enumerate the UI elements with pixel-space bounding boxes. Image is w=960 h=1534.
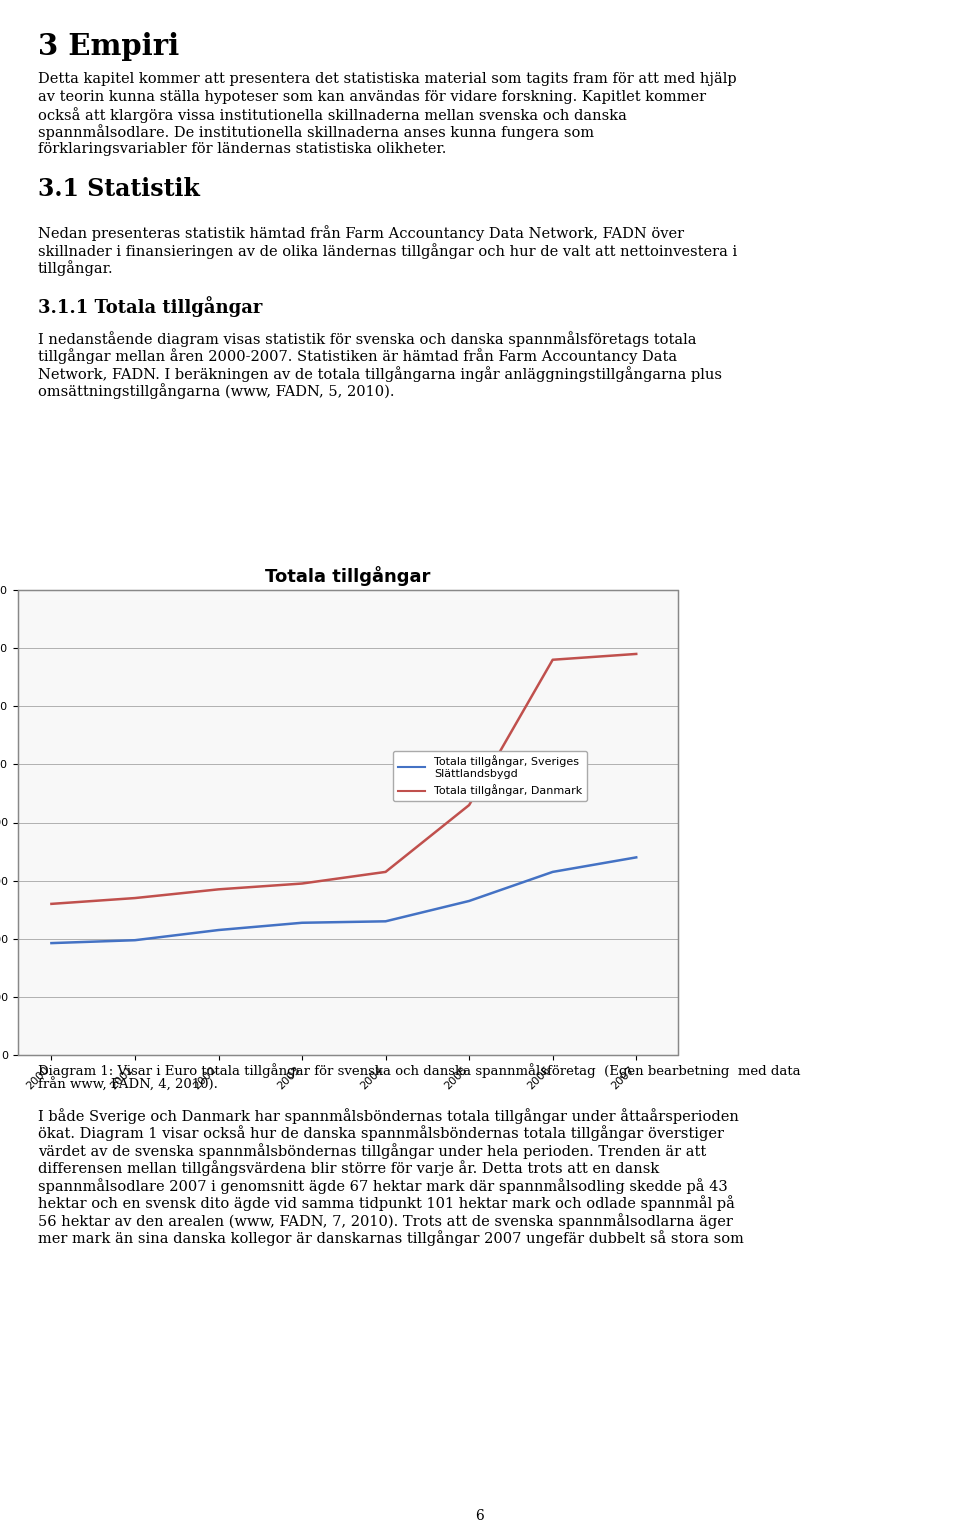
Text: ökat. Diagram 1 visar också hur de danska spannmålsböndernas totala tillgångar ö: ökat. Diagram 1 visar också hur de dansk… bbox=[38, 1126, 724, 1141]
Text: 3.1.1 Totala tillgångar: 3.1.1 Totala tillgångar bbox=[38, 296, 262, 318]
Text: I både Sverige och Danmark har spannmålsböndernas totala tillgångar under åttaår: I både Sverige och Danmark har spannmåls… bbox=[38, 1108, 739, 1124]
Text: Detta kapitel kommer att presentera det statistiska material som tagits fram för: Detta kapitel kommer att presentera det … bbox=[38, 72, 736, 86]
Text: tillgångar mellan åren 2000-2007. Statistiken är hämtad från Farm Accountancy Da: tillgångar mellan åren 2000-2007. Statis… bbox=[38, 348, 677, 365]
Text: Network, FADN. I beräkningen av de totala tillgångarna ingår anläggningstillgång: Network, FADN. I beräkningen av de total… bbox=[38, 367, 722, 382]
Text: Diagram 1: Visar i Euro totala tillgångar för svenska och danska spannmålsföreta: Diagram 1: Visar i Euro totala tillgånga… bbox=[38, 1063, 801, 1078]
Text: också att klargöra vissa institutionella skillnaderna mellan svenska och danska: också att klargöra vissa institutionella… bbox=[38, 107, 627, 123]
Text: omsättningstillgångarna (www, FADN, 5, 2010).: omsättningstillgångarna (www, FADN, 5, 2… bbox=[38, 384, 395, 399]
Title: Totala tillgångar: Totala tillgångar bbox=[265, 566, 431, 586]
Text: hektar och en svensk dito ägde vid samma tidpunkt 101 hektar mark och odlade spa: hektar och en svensk dito ägde vid samma… bbox=[38, 1195, 734, 1212]
Text: 6: 6 bbox=[475, 1509, 485, 1523]
Text: 3.1 Statistik: 3.1 Statistik bbox=[38, 178, 200, 201]
Text: från www, FADN, 4, 2010).: från www, FADN, 4, 2010). bbox=[38, 1078, 218, 1092]
Text: differensen mellan tillgångsvärdena blir större för varje år. Detta trots att en: differensen mellan tillgångsvärdena blir… bbox=[38, 1161, 660, 1177]
Text: I nedanstående diagram visas statistik för svenska och danska spannmålsföretags : I nedanstående diagram visas statistik f… bbox=[38, 331, 697, 347]
Text: spannmålsodlare 2007 i genomsnitt ägde 67 hektar mark där spannmålsodling skedde: spannmålsodlare 2007 i genomsnitt ägde 6… bbox=[38, 1178, 728, 1193]
Text: spannmålsodlare. De institutionella skillnaderna anses kunna fungera som: spannmålsodlare. De institutionella skil… bbox=[38, 124, 594, 141]
Legend: Totala tillgångar, Sveriges
Slättlandsbygd, Totala tillgångar, Danmark: Totala tillgångar, Sveriges Slättlandsby… bbox=[394, 752, 587, 801]
Text: värdet av de svenska spannmålsböndernas tillgångar under hela perioden. Trenden : värdet av de svenska spannmålsböndernas … bbox=[38, 1143, 707, 1158]
Text: av teorin kunna ställa hypoteser som kan användas för vidare forskning. Kapitlet: av teorin kunna ställa hypoteser som kan… bbox=[38, 89, 707, 103]
Text: tillgångar.: tillgångar. bbox=[38, 261, 113, 276]
Text: förklaringsvariabler för ländernas statistiska olikheter.: förklaringsvariabler för ländernas stati… bbox=[38, 143, 446, 156]
Text: skillnader i finansieringen av de olika ländernas tillgångar och hur de valt att: skillnader i finansieringen av de olika … bbox=[38, 242, 737, 259]
Text: 56 hektar av den arealen (www, FADN, 7, 2010). Trots att de svenska spannmålsodl: 56 hektar av den arealen (www, FADN, 7, … bbox=[38, 1213, 732, 1229]
Text: mer mark än sina danska kollegor är danskarnas tillgångar 2007 ungefär dubbelt s: mer mark än sina danska kollegor är dans… bbox=[38, 1230, 744, 1246]
Text: Nedan presenteras statistik hämtad från Farm Accountancy Data Network, FADN över: Nedan presenteras statistik hämtad från … bbox=[38, 225, 684, 241]
Text: 3 Empiri: 3 Empiri bbox=[38, 32, 180, 61]
